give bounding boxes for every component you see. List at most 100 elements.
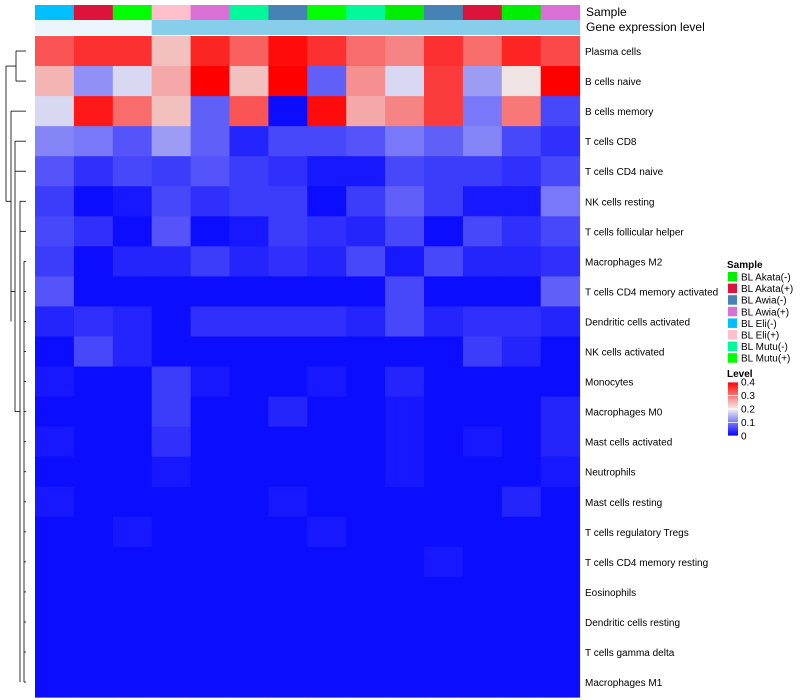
heatmap-cell [307,246,347,277]
heatmap-cell [462,276,503,307]
heatmap-cell [540,366,581,398]
row-label: NK cells resting [585,197,654,208]
heatmap-cell [268,66,308,97]
sample-annotation-cell [501,5,542,20]
heatmap-cell [424,576,464,608]
sample-annotation-cell [385,5,425,20]
heatmap-cell [112,216,153,247]
heatmap-cell [307,667,347,698]
heatmap-cell [190,36,230,67]
heatmap-cell [462,246,503,277]
row-label: T cells CD8 [585,137,637,148]
heatmap-cell [385,126,425,157]
heatmap-cell [73,366,114,398]
heatmap-cell [501,126,542,157]
heatmap-cell [501,246,542,277]
heatmap-cell [190,516,230,548]
heatmap-cell [35,366,75,398]
heatmap-cell [385,396,425,428]
heatmap-cell [501,396,542,428]
heatmap-cell [35,156,75,187]
heatmap-cell [424,216,464,247]
heatmap-cell [73,276,114,307]
heatmap-cell [112,637,153,668]
heatmap-cell [307,606,347,638]
heatmap-cell [229,366,269,398]
heatmap-cell [385,216,425,247]
heatmap-cell [307,36,347,67]
row-label: Neutrophils [585,468,636,479]
heatmap-cell [385,366,425,398]
heatmap-cell [73,546,114,578]
heatmap-cell [501,366,542,398]
level-legend-title: Level [727,369,753,380]
row-label: Mast cells resting [585,498,662,509]
heatmap-cell [73,306,114,337]
heatmap-cell [462,546,503,578]
heatmap-cell [385,667,425,698]
level-annotation-cell [73,20,114,35]
heatmap-cell [307,456,347,488]
heatmap-cell [190,456,230,488]
heatmap-cell [268,306,308,337]
sample-annotation-cell [424,5,464,20]
heatmap-cell [112,576,153,608]
sample-legend-swatch [728,341,737,352]
level-annotation-cell [385,20,425,35]
level-annotation-cell [307,20,347,35]
heatmap-cell [190,336,230,368]
heatmap-cell [346,246,386,277]
heatmap-cell [462,486,503,518]
sample-annotation-cell [112,5,153,20]
heatmap-cell [151,156,192,187]
heatmap-cell [268,426,308,458]
heatmap-cell [112,606,153,638]
heatmap-cell [501,336,542,368]
heatmap-cell [424,96,464,127]
heatmap-cell [385,246,425,277]
heatmap-cell [35,276,75,307]
heatmap-cell [151,396,192,428]
heatmap-cell [229,426,269,458]
heatmap-cell [229,667,269,698]
heatmap-cell [462,606,503,638]
heatmap-cell [35,246,75,277]
heatmap-cell [35,426,75,458]
row-label: Plasma cells [585,47,641,58]
level-annotation-cell [151,20,192,35]
heatmap-cell [112,186,153,217]
heatmap-cell [385,96,425,127]
heatmap-cell [424,426,464,458]
sample-legend-label: BL Akata(-) [741,273,791,284]
heatmap-cell [462,576,503,608]
row-label: Macrophages M1 [585,678,663,689]
heatmap-cell [112,96,153,127]
heatmap-cell [268,216,308,247]
level-annotation-cell [501,20,542,35]
level-annotation-cell [229,20,269,35]
heatmap-cell [190,486,230,518]
heatmap-cell [462,66,503,97]
heatmap-cell [229,637,269,668]
heatmap-cell [268,246,308,277]
heatmap-cell [35,216,75,247]
heatmap-cell [385,426,425,458]
heatmap-cell [229,456,269,488]
heatmap-cell [540,186,581,217]
heatmap-cell [424,456,464,488]
sample-legend-swatch [728,318,737,328]
row-label: Macrophages M2 [585,257,663,268]
heatmap-cell [424,186,464,217]
row-label: T cells follicular helper [585,227,684,238]
heatmap-cell [190,246,230,277]
heatmap-cell [229,216,269,247]
heatmap-cell [385,186,425,217]
heatmap-cell [346,606,386,638]
heatmap-cell [112,156,153,187]
heatmap-cell [190,306,230,337]
heatmap-cell [307,366,347,398]
heatmap-cell [73,576,114,608]
level-annotation-cell [190,20,230,35]
heatmap-cell [385,456,425,488]
heatmap-cell [151,306,192,337]
